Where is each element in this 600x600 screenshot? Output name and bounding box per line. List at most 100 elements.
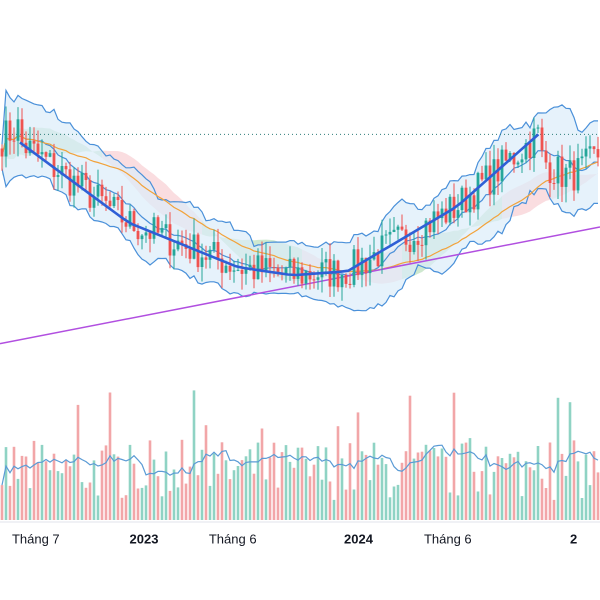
volume-bar: [320, 479, 324, 520]
price-candle: [580, 148, 584, 166]
candle-body: [348, 283, 352, 285]
price-candle: [576, 143, 580, 194]
candle-body: [540, 127, 544, 151]
volume-bar: [584, 454, 588, 520]
candle-body: [160, 228, 164, 233]
volume-bar: [64, 460, 68, 520]
volume-bar: [104, 445, 108, 520]
volume-bar: [356, 412, 360, 520]
candle-body: [256, 255, 260, 280]
x-tick-label: Tháng 6: [424, 531, 472, 546]
volume-bar: [432, 448, 436, 520]
candle-body: [76, 175, 80, 187]
volume-bar: [76, 404, 80, 520]
price-candle: [192, 218, 196, 260]
candle-body: [492, 159, 496, 195]
price-candle: [108, 191, 112, 209]
price-candle: [344, 273, 348, 288]
candle-body: [424, 220, 428, 246]
bollinger-lower-line: [1, 168, 598, 312]
price-candle: [476, 171, 480, 220]
volume-bar: [276, 487, 280, 520]
candle-body: [252, 264, 256, 280]
volume-bar: [460, 443, 464, 520]
volume-bar: [36, 462, 40, 520]
volume-bar: [264, 479, 268, 520]
candle-body: [556, 156, 560, 184]
price-candle: [548, 153, 552, 198]
candle-body: [344, 275, 348, 284]
candle-body: [164, 224, 168, 228]
price-candle: [564, 163, 568, 203]
volume-bar: [492, 471, 496, 520]
candle-body: [476, 172, 480, 210]
volume-bar: [188, 466, 192, 520]
volume-bar: [260, 428, 264, 520]
candle-body: [124, 222, 128, 227]
candle-body: [356, 249, 360, 276]
price-candle: [516, 160, 520, 168]
volume-bar: [372, 442, 376, 520]
price-candle: [384, 230, 388, 244]
candle-body: [400, 226, 404, 230]
volume-bar: [340, 458, 344, 520]
price-candle: [292, 257, 296, 284]
candle-body: [108, 200, 112, 207]
volume-bar: [400, 462, 404, 520]
candle-body: [428, 220, 432, 233]
price-candle: [4, 106, 8, 168]
volume-bar: [480, 471, 484, 520]
volume-bar: [152, 459, 156, 520]
candle-body: [212, 242, 216, 250]
candle-body: [12, 140, 16, 142]
price-candle: [524, 139, 528, 164]
candle-body: [92, 196, 96, 208]
volume-bar: [312, 464, 316, 520]
volume-bar: [4, 447, 8, 520]
candle-body: [296, 267, 300, 279]
candle-body: [96, 184, 100, 197]
price-candle: [556, 150, 560, 199]
x-tick-label: 2: [570, 531, 577, 546]
volume-bar: [148, 440, 152, 520]
price-candle: [216, 228, 220, 270]
volume-bar: [540, 478, 544, 520]
price-candle: [456, 194, 460, 227]
x-tick-label: 2023: [130, 531, 159, 546]
candle-body: [68, 169, 72, 196]
volume-bar: [112, 454, 116, 520]
volume-bar: [588, 485, 592, 520]
price-candle: [336, 259, 340, 292]
volume-bar: [392, 486, 396, 520]
volume-bar: [20, 455, 24, 520]
volume-bar: [172, 469, 176, 520]
candle-body: [576, 158, 580, 191]
price-candle: [364, 257, 368, 287]
candle-body: [512, 153, 516, 165]
price-candle: [568, 145, 572, 180]
price-candle: [348, 273, 352, 289]
price-candle: [388, 218, 392, 246]
candle-body: [56, 175, 60, 177]
volume-bar: [300, 447, 304, 520]
price-candle: [340, 274, 344, 301]
volume-bar: [308, 476, 312, 520]
volume-bar: [352, 489, 356, 520]
volume-bar: [8, 485, 12, 520]
candle-body: [524, 143, 528, 160]
candle-body: [0, 148, 4, 157]
candle-body: [132, 211, 136, 231]
price-candle: [112, 193, 116, 208]
volume-bar: [416, 452, 420, 520]
volume-bar: [496, 456, 500, 520]
price-candle: [360, 247, 364, 288]
candle-body: [80, 172, 84, 187]
volume-bar: [48, 470, 52, 520]
candle-body: [264, 258, 268, 273]
indicator-lines: [0, 88, 600, 345]
candle-body: [120, 200, 124, 223]
volume-bar: [500, 458, 504, 520]
candle-body: [216, 242, 220, 259]
volume-bar: [364, 454, 368, 520]
